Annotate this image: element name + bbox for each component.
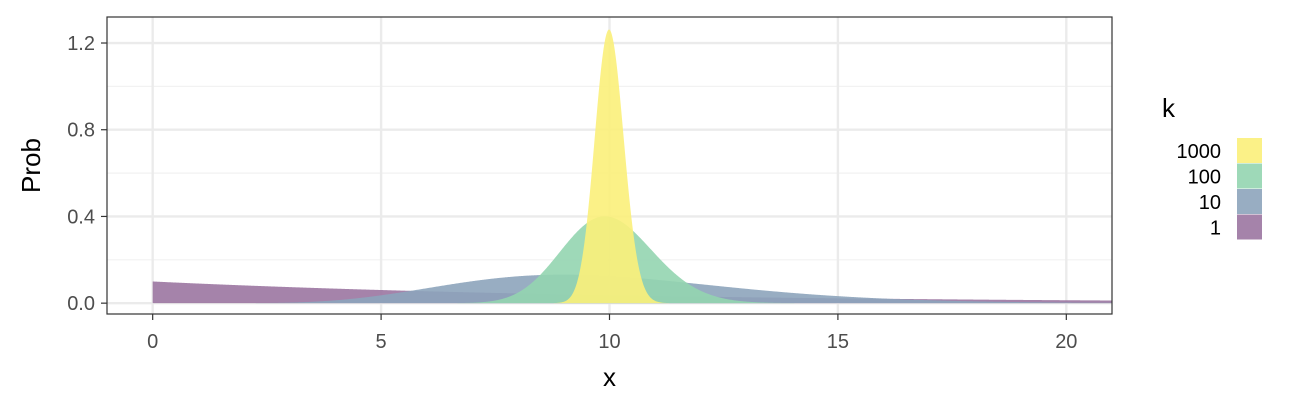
y-tick-label: 0.0 <box>67 293 95 315</box>
x-axis-title: x <box>603 362 616 392</box>
legend-key-10 <box>1237 189 1262 214</box>
y-tick-label: 1.2 <box>67 33 95 55</box>
legend-key-1 <box>1237 214 1262 240</box>
legend-label-1: 1 <box>1210 218 1221 240</box>
density-area-k-1000 <box>152 29 1112 304</box>
x-tick-label: 20 <box>1055 331 1077 353</box>
x-tick-label: 5 <box>376 331 387 353</box>
legend: k 1000 100 10 1 <box>1162 93 1262 240</box>
legend-key-100 <box>1237 163 1262 189</box>
density-areas <box>152 29 1112 304</box>
x-tick-label: 10 <box>598 331 620 353</box>
y-axis-title: Prob <box>16 138 46 193</box>
x-tick-label: 15 <box>827 331 849 353</box>
x-tick-label: 0 <box>147 331 158 353</box>
legend-key-1000 <box>1237 138 1262 163</box>
legend-label-1000: 1000 <box>1177 141 1222 163</box>
y-axis: 0.0 0.4 0.8 1.2 <box>67 33 107 315</box>
y-tick-label: 0.4 <box>67 206 95 228</box>
legend-label-100: 100 <box>1188 167 1221 189</box>
legend-label-10: 10 <box>1199 192 1221 214</box>
x-axis: 0 5 10 15 20 <box>147 314 1077 353</box>
legend-title: k <box>1162 93 1176 123</box>
y-tick-label: 0.8 <box>67 120 95 142</box>
